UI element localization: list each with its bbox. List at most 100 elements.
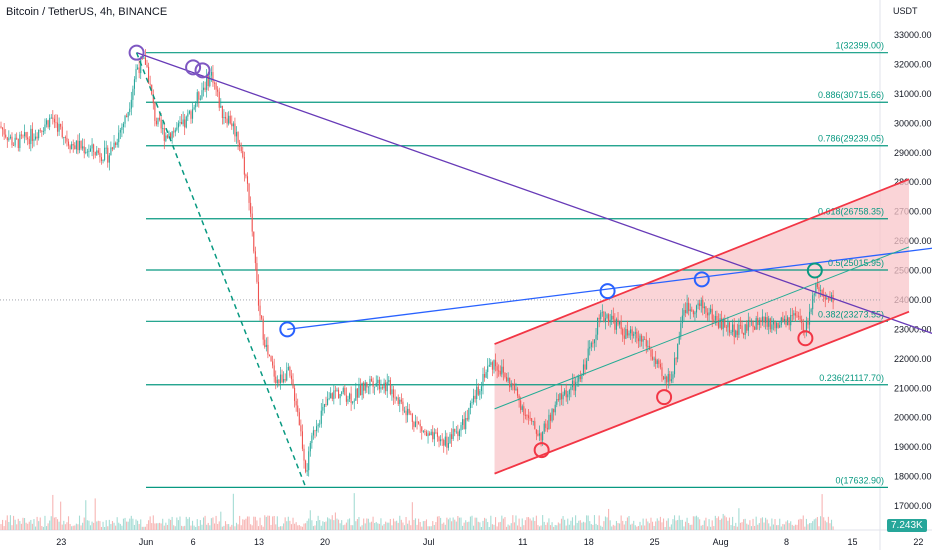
volume-bar xyxy=(353,493,355,530)
candle-body xyxy=(556,399,558,405)
candle-body xyxy=(146,64,148,67)
candle-body xyxy=(372,381,374,387)
candle-body xyxy=(535,429,537,434)
candle-body xyxy=(532,421,534,423)
candle-body xyxy=(3,129,5,135)
volume-bar xyxy=(75,523,77,530)
volume-bar xyxy=(595,523,597,530)
volume-bar xyxy=(512,515,514,530)
volume-bar xyxy=(658,520,660,530)
volume-bar xyxy=(61,524,63,530)
candle-body xyxy=(449,434,451,444)
candle-body xyxy=(505,376,508,382)
candle-body xyxy=(5,134,7,138)
volume-bar xyxy=(64,524,66,530)
x-tick-label: 20 xyxy=(320,537,330,547)
volume-bar xyxy=(13,515,15,530)
volume-bar xyxy=(776,525,778,530)
volume-bar xyxy=(518,518,520,530)
trendline-channel-mid xyxy=(494,246,910,410)
candle-body xyxy=(523,406,525,416)
marker-circle-blue xyxy=(693,271,710,288)
volume-bar xyxy=(719,519,721,530)
volume-bar xyxy=(148,520,150,530)
volume-bar xyxy=(262,526,264,530)
candle-body xyxy=(782,317,784,322)
volume-bar xyxy=(290,524,292,530)
volume-bar xyxy=(2,519,4,530)
candle-body xyxy=(248,183,250,203)
volume-bar xyxy=(207,522,209,530)
candle-body xyxy=(44,124,46,132)
volume-bar xyxy=(772,524,774,530)
volume-bar xyxy=(785,521,787,530)
volume-bar xyxy=(184,525,186,530)
volume-bar xyxy=(86,520,88,530)
y-tick-label: 23000.00 xyxy=(894,324,932,334)
candle-body xyxy=(601,311,603,313)
candle-body xyxy=(418,421,420,424)
candle-body xyxy=(264,339,266,347)
volume-bar xyxy=(637,526,639,530)
candle-body xyxy=(328,398,330,400)
volume-bar xyxy=(535,515,537,530)
candle-body xyxy=(107,147,109,163)
volume-bar xyxy=(438,516,440,530)
volume-bar xyxy=(133,524,135,530)
candle-body xyxy=(193,107,195,110)
candle-body xyxy=(689,309,691,312)
candle-body xyxy=(741,325,743,333)
volume-bar xyxy=(498,522,500,530)
candle-body xyxy=(297,405,299,413)
candle-body xyxy=(559,393,561,400)
candle-body xyxy=(196,92,198,104)
candle-body xyxy=(724,318,726,328)
volume-bar xyxy=(254,516,256,530)
candle-body xyxy=(730,332,732,333)
volume-bar xyxy=(791,524,793,530)
volume-bar xyxy=(529,518,531,530)
volume-bar xyxy=(146,523,148,530)
volume-bar xyxy=(407,523,409,530)
volume-bar xyxy=(802,515,804,530)
volume-bar xyxy=(41,525,43,530)
candle-body xyxy=(181,122,183,125)
volume-bar xyxy=(157,523,159,530)
candle-body xyxy=(622,329,624,336)
volume-bar xyxy=(815,518,817,530)
candle-body xyxy=(755,317,757,330)
volume-bar xyxy=(391,525,393,530)
candle-body xyxy=(53,118,55,123)
volume-bar xyxy=(358,516,360,530)
candle-body xyxy=(356,388,358,398)
volume-bar xyxy=(389,518,391,530)
volume-bar xyxy=(408,520,410,530)
candle-body xyxy=(604,318,606,322)
candle-body xyxy=(658,360,660,364)
candle-body xyxy=(476,386,478,400)
volume-bar xyxy=(526,517,528,530)
candle-body xyxy=(272,361,274,366)
candle-body xyxy=(774,320,776,329)
candle-body xyxy=(754,327,756,330)
marker-circle-red xyxy=(533,442,550,459)
volume-bar xyxy=(732,516,734,530)
candle-body xyxy=(796,315,798,317)
volume-bar xyxy=(549,525,552,530)
volume-bar xyxy=(0,524,2,530)
candle-body xyxy=(179,122,181,124)
candle-body xyxy=(80,140,82,149)
volume-bar xyxy=(586,515,588,530)
volume-bar xyxy=(452,517,454,530)
candle-body xyxy=(430,431,432,436)
volume-bar xyxy=(617,523,619,530)
candle-body xyxy=(135,69,137,80)
volume-bar xyxy=(350,525,352,530)
candle-body xyxy=(33,139,35,141)
volume-bar xyxy=(641,525,643,530)
candle-body xyxy=(743,332,745,335)
volume-bar xyxy=(256,520,258,530)
volume-bar xyxy=(639,521,641,530)
candle-body xyxy=(691,309,693,311)
